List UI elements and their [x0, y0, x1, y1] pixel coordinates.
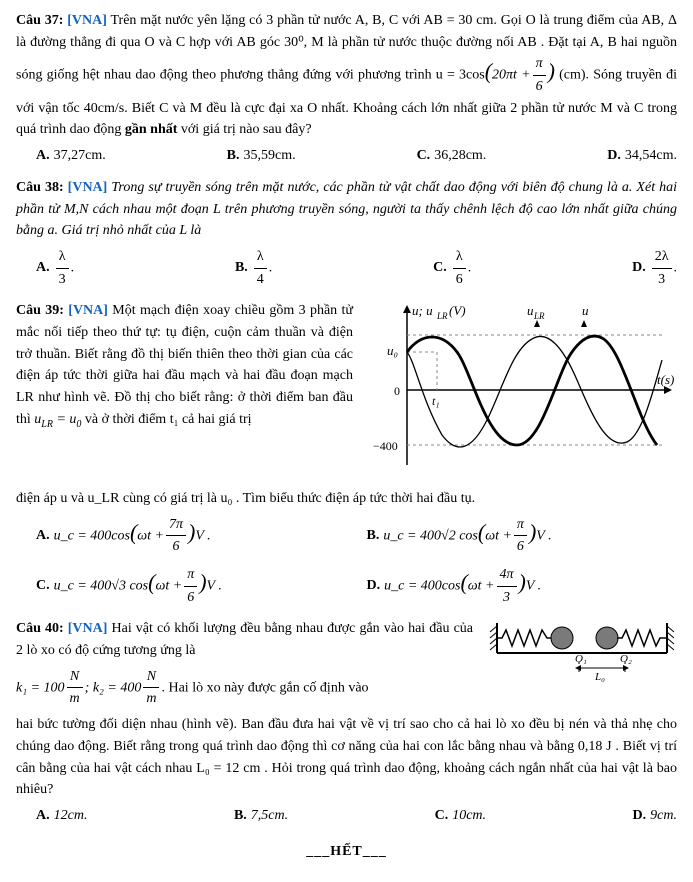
q37-eq-pre: trình u = 3cos — [405, 68, 485, 83]
q40-vna: [VNA] — [68, 621, 108, 636]
q39-vna: [VNA] — [68, 303, 108, 318]
svg-text:O₂: O₂ — [620, 653, 632, 665]
q39-continue: điện áp u và u_LR cùng có giá trị là u₀ … — [16, 488, 677, 510]
svg-text:(V): (V) — [449, 303, 466, 318]
svg-text:−400: −400 — [373, 439, 398, 453]
q39-opt-c: C.u_c = 400√3 cos(ωt +π6)V . — [36, 564, 347, 608]
q37-options: A.37,27cm. B.35,59cm. C.36,28cm. D.34,54… — [36, 145, 677, 167]
svg-text:L₀: L₀ — [594, 671, 605, 683]
svg-text:0: 0 — [394, 384, 400, 398]
svg-text:LR: LR — [533, 311, 545, 321]
q37-eq-inner: 20πt + — [492, 68, 531, 83]
svg-text:t(s): t(s) — [657, 372, 674, 387]
q37-bold: gần nhất — [125, 122, 178, 137]
svg-text:O₁: O₁ — [575, 653, 587, 665]
q38-label: Câu 38: — [16, 180, 64, 195]
q40-opt-d: D.9cm. — [633, 805, 677, 827]
q39-opt-a: A.u_c = 400cos(ωt +7π6)V . — [36, 514, 347, 558]
q37-opt-c: C.36,28cm. — [417, 145, 487, 167]
q39-eq: uLR = u0 — [34, 412, 81, 427]
q40-label: Câu 40: — [16, 621, 64, 636]
q37-text-5: với giá trị nào sau đây? — [181, 122, 312, 137]
question-38: Câu 38: [VNA] Trong sự truyền sóng trên … — [16, 177, 677, 242]
q40-diagram: O₁ O₂ L₀ — [487, 618, 677, 696]
q40-left: Câu 40: [VNA] Hai vật có khối lượng đều … — [16, 618, 473, 714]
q37-eq-bracket: ( — [485, 59, 492, 84]
q39-opt-b: B.u_c = 400√2 cos(ωt +π6)V . — [367, 514, 678, 558]
q38-options: A.λ3. B.λ4. C.λ6. D.2λ3. — [36, 246, 677, 290]
q37-eq-bracket-close: ) — [548, 59, 555, 84]
q37-opt-b: B.35,59cm. — [227, 145, 296, 167]
q37-opt-d: D.34,54cm. — [607, 145, 677, 167]
q39-opt-d: D.u_c = 400cos(ωt +4π3)V . — [367, 564, 678, 608]
svg-text:LR: LR — [436, 311, 448, 321]
q39-text: Một mạch điện xoay chiều gồm 3 phần tử m… — [16, 303, 353, 426]
q40-options: A.12cm. B.7,5cm. C.10cm. D.9cm. — [36, 805, 677, 827]
question-40-row: Câu 40: [VNA] Hai vật có khối lượng đều … — [16, 618, 677, 714]
q40-opt-b: B.7,5cm. — [234, 805, 288, 827]
svg-text:u: u — [527, 303, 534, 318]
q40-k: k₁ = 100Nm; k₂ = 400Nm. Hai lò xo này đư… — [16, 666, 473, 710]
q39-label: Câu 39: — [16, 303, 64, 318]
q40-opt-c: C.10cm. — [435, 805, 486, 827]
footer: ___HẾT___ — [16, 841, 677, 863]
svg-text:u: u — [582, 303, 589, 318]
q39-left: Câu 39: [VNA] Một mạch điện xoay chiều g… — [16, 300, 353, 436]
q37-vna: [VNA] — [67, 13, 107, 28]
q39-graph: u; u LR (V) u LR u u₀ 0 t₁ −400 — [367, 300, 677, 488]
question-37: Câu 37: [VNA] Trên mặt nước yên lặng có … — [16, 10, 677, 141]
q38-opt-c: C.λ6. — [433, 246, 471, 290]
q38-opt-d: D.2λ3. — [632, 246, 677, 290]
svg-text:u; u: u; u — [412, 303, 433, 318]
q40-opt-a: A.12cm. — [36, 805, 87, 827]
q37-eq-frac: π6 — [533, 53, 546, 97]
q37-label: Câu 37: — [16, 13, 63, 28]
svg-text:u₀: u₀ — [387, 343, 398, 358]
q39-options: A.u_c = 400cos(ωt +7π6)V . B.u_c = 400√2… — [36, 514, 677, 609]
svg-text:t₁: t₁ — [432, 394, 440, 408]
q40-continue: hai bức tường đối diện nhau (hình vẽ). B… — [16, 714, 677, 801]
q38-vna: [VNA] — [68, 180, 108, 195]
q38-opt-a: A.λ3. — [36, 246, 74, 290]
q37-opt-a: A.37,27cm. — [36, 145, 106, 167]
q38-opt-b: B.λ4. — [235, 246, 272, 290]
question-39-row: Câu 39: [VNA] Một mạch điện xoay chiều g… — [16, 300, 677, 488]
q38-text: Trong sự truyền sóng trên mặt nước, các … — [16, 180, 677, 238]
q39-after: và ở thời điểm t₁ cả hai giá trị — [85, 412, 252, 427]
